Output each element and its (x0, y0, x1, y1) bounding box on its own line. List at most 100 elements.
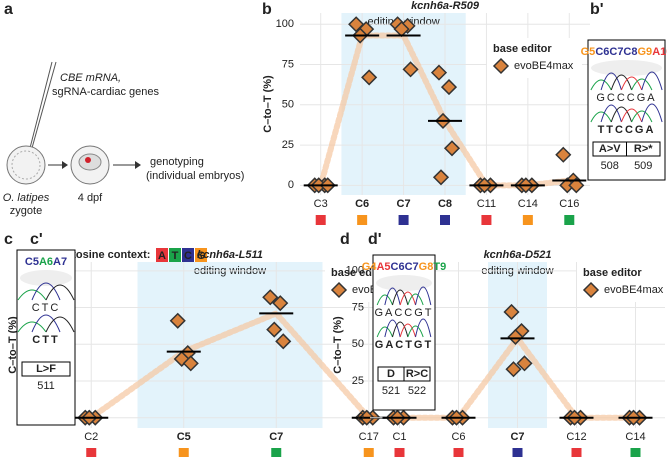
chromatogram-peak (17, 321, 47, 333)
aa-position: 511 (37, 380, 55, 392)
inset-sequence: G5C6C7C8G9A10 (581, 46, 667, 58)
x-tick-label: C5 (177, 431, 191, 443)
point (507, 328, 524, 345)
trend-line (88, 309, 372, 421)
aa-change: D (387, 368, 395, 380)
needle (31, 61, 57, 149)
arrow (135, 161, 141, 169)
chromatogram-peak (590, 111, 612, 123)
y-tick-label: 25 (352, 375, 364, 387)
chromatogram-alt: CTT (32, 334, 59, 346)
panel-label: c' (30, 231, 43, 248)
x-tick-label: C3 (314, 198, 328, 210)
y-tick-label: 0 (358, 412, 364, 424)
x-tick-label: C6 (451, 431, 465, 443)
aa-change: L>F (36, 363, 56, 375)
y-tick-label: 75 (282, 58, 294, 70)
inset-sequence: G4A5C6C7G8T9 (362, 261, 446, 273)
inset-sequence: C5A6A7 (25, 256, 67, 268)
x-tick-label: C2 (84, 431, 98, 443)
sequence-part: G4 (362, 261, 378, 273)
x-tick-label: C1 (392, 431, 406, 443)
category-marker (481, 215, 492, 225)
point (173, 350, 190, 368)
heart (85, 157, 91, 163)
category-marker (86, 448, 97, 457)
x-tick-label: C12 (566, 431, 586, 443)
chromatogram-peak (600, 72, 622, 91)
chromatogram-alt: GACTGT (375, 339, 433, 351)
point (402, 61, 419, 78)
aa-position: 521 (382, 385, 400, 397)
sequence-part: C6C7 (391, 261, 419, 273)
point (430, 64, 448, 81)
chromatogram-peak (407, 325, 424, 338)
aa-change: R>* (634, 143, 653, 155)
chromatogram-peak (641, 71, 663, 91)
embryo (11, 150, 41, 180)
category-marker (564, 215, 575, 225)
y-tick-label: 25 (282, 139, 294, 151)
chromatogram-ref: GCCCGA (596, 92, 656, 104)
legend-marker (582, 281, 600, 299)
point (505, 361, 522, 378)
chromatogram-ref: GACCGT (374, 307, 433, 319)
point (348, 16, 365, 33)
sequence-part: G9 (638, 46, 653, 58)
chromatogram-peak (415, 286, 432, 306)
chromatogram-peak (31, 314, 61, 333)
chromatogram-peak (399, 291, 416, 306)
chromatogram-peak (631, 110, 653, 123)
x-tick-label: C11 (477, 198, 496, 210)
category-marker (522, 215, 533, 225)
category-marker (398, 215, 409, 225)
chart-title: kcnh6a-R509 (411, 0, 480, 12)
x-tick-label: C14 (518, 198, 538, 210)
aa-box (21, 361, 71, 377)
injection-text: CBE mRNA, (60, 72, 121, 84)
point (432, 169, 450, 186)
editing-window (137, 262, 323, 428)
point (440, 79, 458, 96)
y-tick-label: 50 (282, 99, 294, 111)
species: O. latipes (3, 192, 50, 204)
sequence-part: A5 (376, 261, 390, 273)
chart-title: kcnh6a-L511 (197, 249, 263, 261)
aa-box (403, 366, 431, 382)
x-tick-label: C17 (359, 431, 379, 443)
inset-shade (20, 270, 72, 286)
legend-title: base editor (583, 267, 642, 279)
y-tick-label: 100 (346, 265, 364, 277)
y-axis-title: C–to–T (%) (332, 316, 344, 374)
chromatogram-peak (631, 78, 653, 91)
aa-position: 509 (634, 160, 652, 172)
category-marker (630, 448, 641, 457)
point (555, 146, 572, 163)
base-letter: A (158, 250, 166, 262)
chromatogram-peak (407, 293, 424, 306)
chromatogram-peak (392, 321, 409, 338)
aa-box (626, 141, 661, 157)
y-axis-title: C–to–T (%) (7, 316, 19, 374)
category-marker (453, 448, 464, 457)
chromatogram-peak (384, 319, 401, 338)
aa-position: 508 (601, 160, 619, 172)
chromatogram-peak (376, 326, 393, 338)
chromatogram-peak (392, 289, 409, 306)
sequence-part: A7 (53, 256, 67, 268)
point (503, 303, 520, 321)
x-tick-label: C16 (559, 198, 579, 210)
point (272, 295, 289, 312)
sequence-part: G8 (419, 261, 434, 273)
injection-text: sgRNA-cardiac genes (52, 86, 159, 98)
chromatogram-peak (620, 108, 643, 123)
base-box (169, 248, 181, 262)
legend-marker (492, 57, 510, 75)
chromatogram-peak (610, 106, 633, 123)
point (262, 289, 279, 306)
sequence-part: C6C7C8 (595, 46, 637, 58)
outcome-text: (individual embryos) (146, 170, 244, 182)
sequence-part: G5 (581, 46, 596, 58)
